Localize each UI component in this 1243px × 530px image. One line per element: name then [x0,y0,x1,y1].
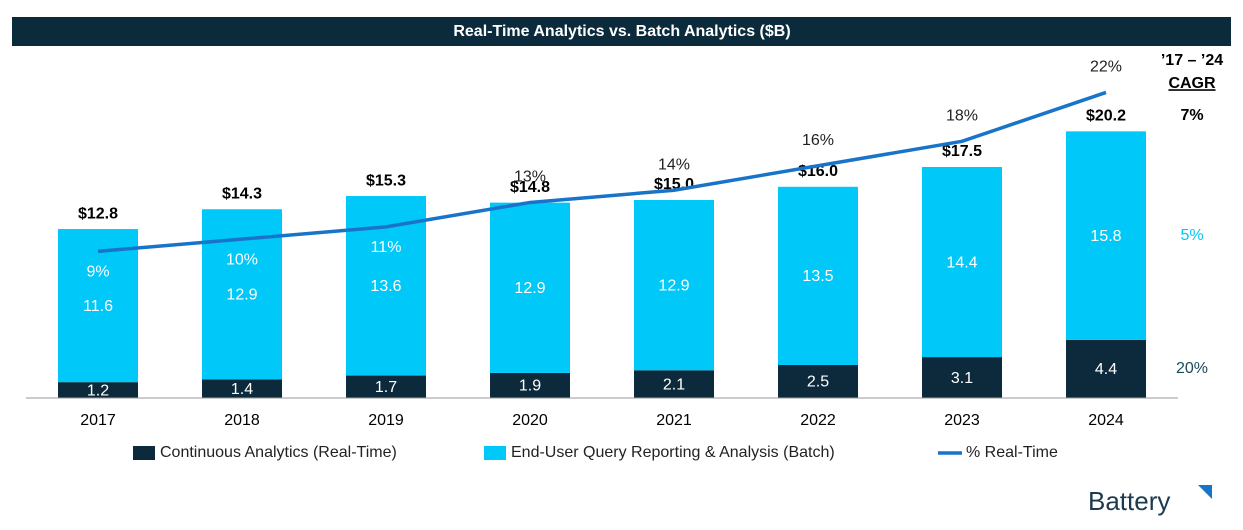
line-label: 16% [802,132,834,149]
bar-segment [634,200,714,371]
legend-swatch [133,446,155,460]
bar-segment [202,379,282,398]
bar-segment [58,229,138,383]
title-bar [12,17,1231,46]
x-tick-label: 2019 [368,412,404,429]
cagr-total: 7% [1180,107,1203,124]
bar-segment [1066,131,1146,340]
segment-label: 1.9 [519,378,541,395]
segment-label: 12.9 [514,280,545,297]
legend-swatch [484,446,506,460]
x-tick-label: 2017 [80,412,116,429]
line-label: 11% [371,239,402,256]
bar-segment [634,370,714,398]
segment-label: 2.1 [663,376,685,393]
line-label: 9% [86,264,109,281]
segment-label: 3.1 [951,370,973,387]
segment-label: 14.4 [946,254,977,271]
segment-label: 4.4 [1095,361,1117,378]
legend-label: Continuous Analytics (Real-Time) [160,444,397,461]
x-tick-label: 2024 [1088,412,1124,429]
line-label: 10% [226,251,258,268]
legend-label: % Real-Time [966,444,1058,461]
bar-segment [490,202,570,373]
segment-label: 13.5 [802,268,833,285]
bar-segment [922,357,1002,398]
cagr-title: ’17 – ’24 [1161,52,1223,69]
chart-title: Real-Time Analytics vs. Batch Analytics … [453,23,790,40]
total-label: $20.2 [1086,108,1126,125]
total-label: $14.8 [510,179,550,196]
cagr-batch: 5% [1180,227,1203,244]
bar-segment [1066,339,1146,398]
line-label: 13% [514,169,546,186]
bar-segment [490,372,570,398]
segment-label: 13.6 [370,278,401,295]
line-label: 22% [1090,59,1122,76]
segment-label: 12.9 [226,287,257,304]
x-tick-label: 2020 [512,412,548,429]
line-label: 14% [658,156,690,173]
total-label: $15.3 [366,172,406,189]
x-tick-label: 2022 [800,412,836,429]
cagr-real-time: 20% [1176,360,1208,377]
segment-label: 15.8 [1090,228,1121,245]
segment-label: 2.5 [807,374,829,391]
total-label: $14.3 [222,185,262,202]
bar-segment [58,382,138,398]
segment-label: 12.9 [658,277,689,294]
cagr-subtitle: CAGR [1168,75,1216,92]
bar-segment [346,375,426,398]
bar-segment [778,365,858,398]
line [97,90,1107,254]
x-tick-label: 2018 [224,412,260,429]
x-tick-label: 2023 [944,412,980,429]
bar-segment [778,186,858,365]
logo: Battery [1088,486,1170,516]
x-tick-label: 2021 [656,412,692,429]
total-label: $12.8 [78,205,118,222]
line-label: 18% [946,108,978,125]
bar-segment [922,167,1002,358]
total-label: $17.5 [942,143,982,160]
logo-mark [1198,485,1212,499]
segment-label: 11.6 [83,298,113,315]
legend-label: End-User Query Reporting & Analysis (Bat… [511,444,835,461]
segment-label: 1.7 [375,379,397,396]
segment-label: 1.4 [231,381,253,398]
segment-label: 1.2 [87,382,109,399]
